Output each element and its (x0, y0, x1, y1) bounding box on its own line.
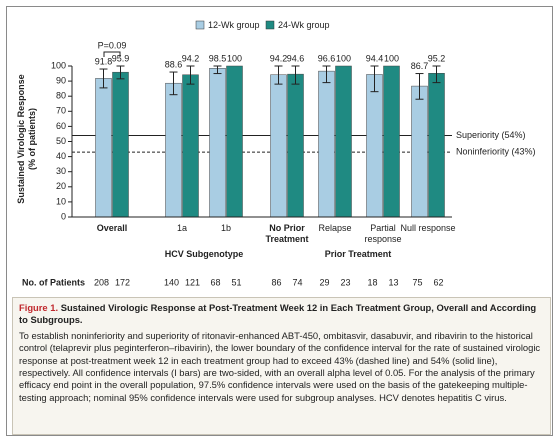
value-label: 100 (336, 53, 351, 63)
y-tick-label: 30 (56, 166, 66, 176)
group-label: Prior Treatment (324, 249, 392, 259)
figure-label: Figure 1. (19, 302, 59, 313)
x-tick-label: Overall (96, 223, 128, 233)
annotation-bracket (103, 51, 121, 57)
x-tick-label: 1b (220, 223, 231, 233)
patient-count: 62 (433, 277, 443, 287)
value-label: 94.6 (287, 53, 305, 63)
value-label: 94.2 (182, 53, 200, 63)
bar (428, 72, 445, 218)
x-tick-label: 1a (176, 223, 187, 233)
x-tick-label: Null response (400, 223, 456, 233)
value-label: 94.4 (366, 53, 384, 63)
patient-count: 75 (412, 277, 422, 287)
bar (335, 65, 352, 218)
y-tick-label: 60 (56, 121, 66, 131)
value-label: 95.9 (112, 53, 130, 63)
bar (165, 82, 182, 218)
reference-label: Noninferiority (43%) (456, 146, 536, 156)
bar (287, 73, 304, 218)
y-axis-label-line: Sustained Virologic Response (16, 74, 26, 204)
x-tick-label: No Prior Treatment (265, 223, 309, 244)
bar (411, 85, 428, 218)
patient-count: 208 (94, 277, 109, 287)
patient-count: 74 (292, 277, 302, 287)
annotation: P=0.09 (98, 40, 127, 50)
x-tick-label: Relapse (318, 223, 352, 233)
legend-label: 12-Wk group (208, 20, 260, 30)
group-label: HCV Subgenotype (164, 249, 244, 259)
caption-heading: Figure 1. Sustained Virologic Response a… (19, 302, 544, 327)
patient-count: 86 (271, 277, 281, 287)
y-tick-label: 40 (56, 151, 66, 161)
patient-count: 140 (164, 277, 179, 287)
bar (182, 74, 199, 218)
value-label: 94.2 (270, 53, 288, 63)
patient-count: 172 (115, 277, 130, 287)
caption: Figure 1. Sustained Virologic Response a… (12, 297, 551, 435)
legend-swatch (265, 20, 275, 30)
legend-swatch (195, 20, 205, 30)
caption-title: Sustained Virologic Response at Post-Tre… (19, 302, 537, 326)
bar (318, 70, 335, 218)
y-tick-label: 100 (51, 60, 66, 70)
legend-label: 24-Wk group (278, 20, 330, 30)
value-label: 98.5 (209, 53, 227, 63)
value-label: 88.6 (165, 59, 183, 69)
patient-count: 23 (340, 277, 350, 287)
x-tick-label: Partial response (364, 223, 402, 244)
patients-label: No. of Patients (22, 277, 85, 287)
value-label: 86.7 (411, 61, 429, 71)
patient-count: 68 (210, 277, 220, 287)
patient-count: 13 (388, 277, 398, 287)
y-tick-label: 0 (61, 211, 66, 221)
bar (209, 68, 226, 218)
y-axis-label-line: (% of patients) (27, 108, 37, 170)
patient-count: 18 (367, 277, 377, 287)
reference-label: Superiority (54%) (456, 130, 526, 140)
bar (95, 78, 112, 218)
bar (366, 74, 383, 218)
patient-count: 121 (185, 277, 200, 287)
value-label: 96.6 (318, 53, 336, 63)
y-tick-label: 20 (56, 181, 66, 191)
bar (270, 74, 287, 218)
y-tick-label: 80 (56, 91, 66, 101)
y-tick-label: 70 (56, 106, 66, 116)
patient-count: 29 (319, 277, 329, 287)
y-axis-label: Sustained Virologic Response (% of patie… (16, 64, 38, 214)
y-tick-label: 50 (56, 136, 66, 146)
bar (383, 65, 400, 218)
bar (226, 65, 243, 218)
patient-count: 51 (231, 277, 241, 287)
value-label: 100 (384, 53, 399, 63)
value-label: 95.2 (428, 53, 446, 63)
value-label: 91.8 (95, 56, 113, 66)
value-label: 100 (227, 53, 242, 63)
y-tick-label: 10 (56, 196, 66, 206)
bar (112, 71, 129, 218)
caption-body: To establish noninferiority and superior… (19, 329, 541, 403)
y-tick-label: 90 (56, 75, 66, 85)
